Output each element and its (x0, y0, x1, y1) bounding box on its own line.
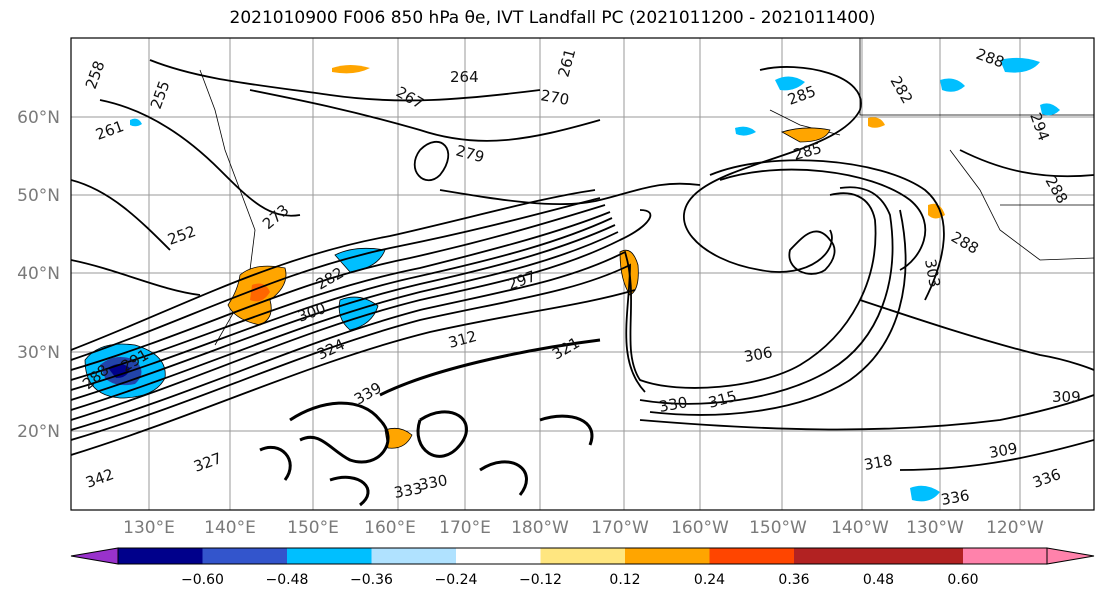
lon-label: 150°W (749, 518, 807, 538)
contour-label: 333 (393, 479, 424, 502)
contour-label: 309 (988, 439, 1019, 462)
contour-label: 318 (863, 451, 894, 474)
colorbar-tick: −0.36 (350, 572, 393, 588)
colorbar-segment (287, 548, 372, 564)
lon-label: 170°W (591, 518, 649, 538)
noisy-contours (259, 338, 601, 507)
lon-label: 130°W (906, 518, 964, 538)
colorbar-tick: −0.48 (266, 572, 309, 588)
theta-e-contours (71, 59, 1094, 471)
lat-label: 60°N (17, 108, 60, 128)
lon-label: 150°E (287, 518, 339, 538)
map-title: 2021010900 F006 850 hPa θe, IVT Landfall… (229, 8, 876, 28)
contour-label: 303 (921, 258, 944, 289)
lon-label: 120°W (986, 518, 1044, 538)
contour-label: 306 (743, 343, 774, 366)
lon-label: 130°E (123, 518, 175, 538)
colorbar-segment (709, 548, 794, 564)
colorbar-tick: 0.24 (694, 572, 725, 588)
contour-label: 270 (539, 86, 570, 109)
colorbar-tick: −0.12 (519, 572, 562, 588)
colorbar-segment (456, 548, 541, 564)
lat-label: 30°N (17, 343, 60, 363)
colorbar-extend-low (70, 547, 119, 565)
colorbar-tick: 0.60 (947, 572, 978, 588)
colorbar: −0.60 −0.48 −0.36 −0.24 −0.12 0.12 0.24 … (70, 547, 1095, 588)
colorbar-segment (202, 548, 287, 564)
lon-label: 160°E (364, 518, 416, 538)
lon-label: 160°W (671, 518, 729, 538)
colorbar-tick: −0.24 (435, 572, 478, 588)
map-area: 258 255 261 264 267 270 261 279 285 288 … (71, 38, 1094, 510)
colorbar-tick: 0.12 (609, 572, 640, 588)
contour-label: 264 (450, 68, 479, 86)
colorbar-tick: 0.48 (863, 572, 894, 588)
colorbar-segment (878, 548, 963, 564)
lon-label: 140°E (204, 518, 256, 538)
contour-label: 330 (658, 393, 689, 416)
contour-label: 309 (1052, 388, 1081, 406)
colorbar-segment (625, 548, 710, 564)
lat-label: 20°N (17, 422, 60, 442)
colorbar-segment (794, 548, 879, 564)
colorbar-extend-high (1046, 547, 1095, 565)
lon-label: 170°E (439, 518, 491, 538)
lat-label: 50°N (17, 186, 60, 206)
colorbar-segment (118, 548, 203, 564)
latitude-labels: 60°N 50°N 40°N 30°N 20°N (17, 108, 60, 442)
colorbar-segment (963, 548, 1047, 564)
contour-label: 336 (940, 486, 971, 509)
lon-label: 140°W (831, 518, 889, 538)
lat-label: 40°N (17, 264, 60, 284)
map-frame (70, 37, 1095, 511)
lon-label: 180°W (511, 518, 569, 538)
colorbar-segment (371, 548, 456, 564)
contour-label: 330 (418, 471, 449, 494)
colorbar-tick: 0.36 (778, 572, 809, 588)
longitude-labels: 130°E 140°E 150°E 160°E 170°E 180°W 170°… (123, 518, 1044, 538)
colorbar-segment (540, 548, 625, 564)
colorbar-tick: −0.60 (181, 572, 224, 588)
